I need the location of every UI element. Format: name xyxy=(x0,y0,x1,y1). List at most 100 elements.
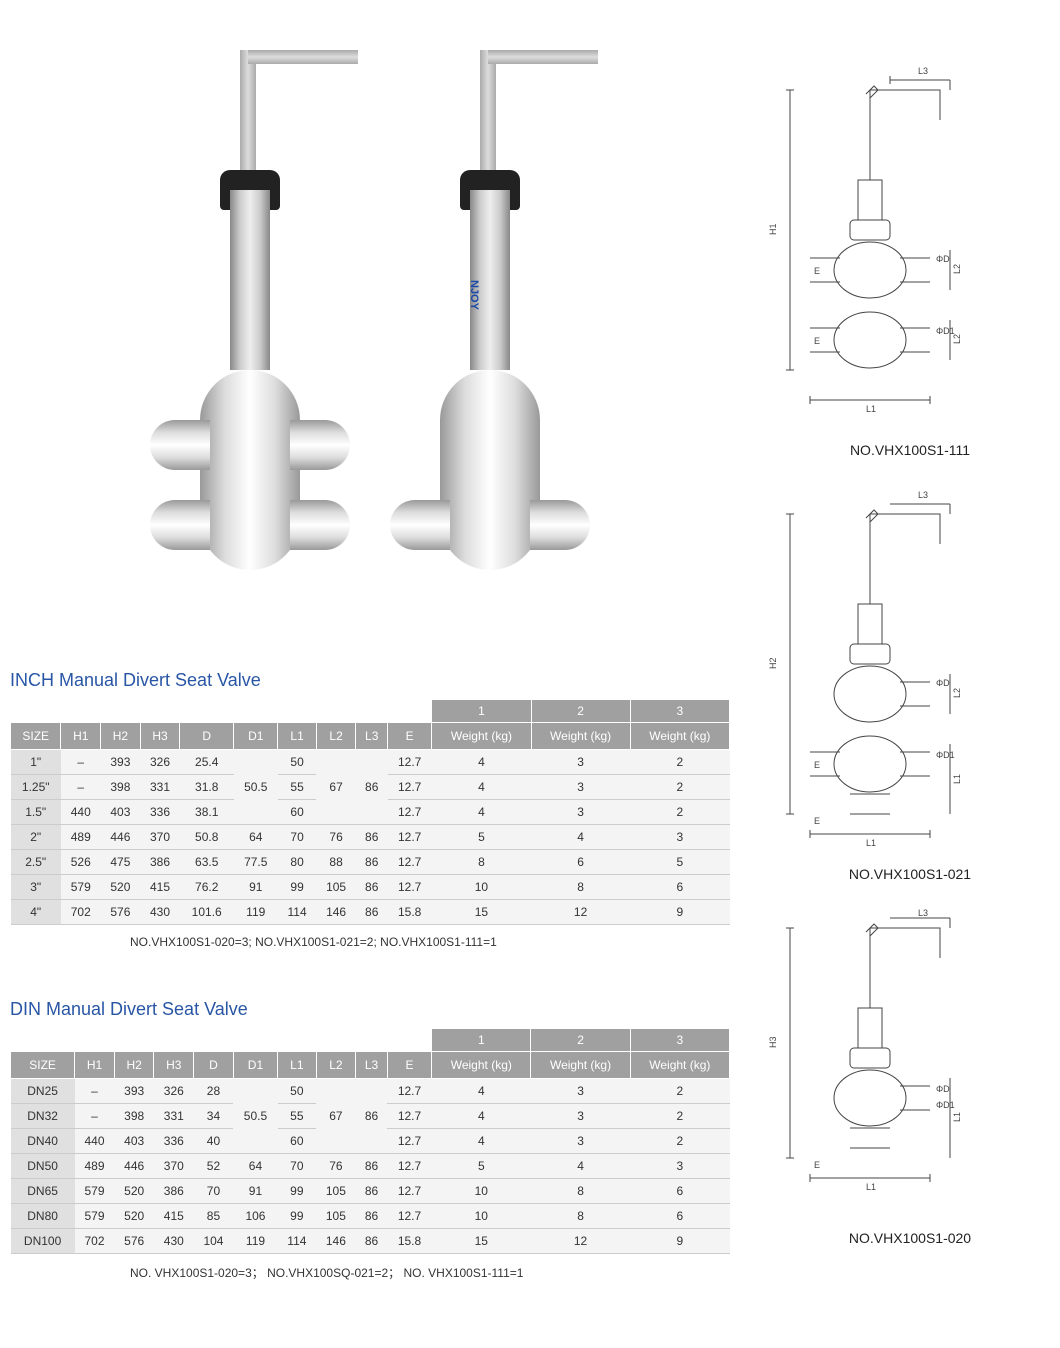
data-cell: 3 xyxy=(630,825,729,850)
inch-table-title: INCH Manual Divert Seat Valve xyxy=(10,670,261,691)
svg-text:H1: H1 xyxy=(768,223,778,235)
data-cell: 4 xyxy=(531,1154,630,1179)
svg-text:L1: L1 xyxy=(866,1182,876,1192)
data-cell: 28 xyxy=(194,1079,234,1104)
col-header: Weight (kg) xyxy=(432,723,531,750)
data-cell: 579 xyxy=(75,1179,115,1204)
data-cell: 86 xyxy=(356,1229,388,1254)
data-cell: 119 xyxy=(233,1229,277,1254)
col-header: H2 xyxy=(114,1052,154,1079)
data-cell: 86 xyxy=(356,850,388,875)
data-cell: 76 xyxy=(316,1154,356,1179)
data-cell: 34 xyxy=(194,1104,234,1129)
data-cell: 3 xyxy=(531,750,630,775)
diagram-111: H1 L3 L1 L2 L2 ΦD ΦD1 E E xyxy=(750,60,990,430)
size-cell: DN100 xyxy=(11,1229,75,1254)
col-header: H2 xyxy=(101,723,141,750)
data-cell: 9 xyxy=(630,900,729,925)
data-cell: 104 xyxy=(194,1229,234,1254)
data-cell: 76 xyxy=(316,825,356,850)
data-cell: 91 xyxy=(234,875,278,900)
data-cell: 6 xyxy=(531,850,630,875)
data-cell: 2 xyxy=(630,775,729,800)
data-cell: 10 xyxy=(432,1179,531,1204)
data-cell: 4 xyxy=(432,800,531,825)
data-cell: 8 xyxy=(531,1179,630,1204)
data-cell: 105 xyxy=(316,875,356,900)
col-header: L3 xyxy=(356,1052,388,1079)
size-cell: 4" xyxy=(11,900,61,925)
data-cell: 70 xyxy=(278,1154,316,1179)
din-table-section: DIN Manual Divert Seat Valve 123SIZEH1H2… xyxy=(10,999,730,1281)
data-cell: 114 xyxy=(278,1229,316,1254)
data-cell: 6 xyxy=(630,1179,729,1204)
data-cell: – xyxy=(61,750,101,775)
data-cell: 331 xyxy=(154,1104,194,1129)
col-header: D1 xyxy=(234,723,278,750)
data-cell: 88 xyxy=(316,850,356,875)
data-cell: 2 xyxy=(630,1129,729,1154)
data-cell: 9 xyxy=(630,1229,729,1254)
data-cell: 386 xyxy=(140,850,180,875)
col-header: L2 xyxy=(316,723,356,750)
svg-text:E: E xyxy=(814,336,820,346)
data-cell: – xyxy=(75,1079,115,1104)
col-header: L1 xyxy=(278,1052,316,1079)
data-cell: 99 xyxy=(278,875,316,900)
size-cell: DN32 xyxy=(11,1104,75,1129)
data-cell: 12.7 xyxy=(387,1204,431,1229)
data-cell: 3 xyxy=(531,800,630,825)
data-cell: 2 xyxy=(630,1079,729,1104)
svg-text:ΦD1: ΦD1 xyxy=(936,750,955,760)
data-cell: 50.8 xyxy=(180,825,234,850)
data-cell: 702 xyxy=(61,900,101,925)
data-cell: 105 xyxy=(316,1204,356,1229)
svg-text:E: E xyxy=(814,816,820,826)
svg-text:H2: H2 xyxy=(768,657,778,669)
data-cell: 415 xyxy=(154,1204,194,1229)
size-cell: 1" xyxy=(11,750,61,775)
data-cell: 38.1 xyxy=(180,800,234,825)
svg-text:E: E xyxy=(814,760,820,770)
data-cell: 3 xyxy=(531,1079,630,1104)
data-cell: 5 xyxy=(432,825,531,850)
size-cell: DN40 xyxy=(11,1129,75,1154)
data-cell: 12.7 xyxy=(388,850,432,875)
col-header: L1 xyxy=(278,723,316,750)
col-header: H1 xyxy=(61,723,101,750)
data-cell: 12 xyxy=(531,900,630,925)
data-cell: 86 xyxy=(356,1204,388,1229)
data-cell: 12.7 xyxy=(388,875,432,900)
col-header: H3 xyxy=(140,723,180,750)
data-cell: 12.7 xyxy=(387,1079,431,1104)
data-cell: 70 xyxy=(194,1179,234,1204)
data-cell: – xyxy=(75,1104,115,1129)
data-cell: 86 xyxy=(356,750,388,825)
data-cell: 8 xyxy=(432,850,531,875)
data-cell: 105 xyxy=(316,1179,356,1204)
col-header: H3 xyxy=(154,1052,194,1079)
data-cell: 403 xyxy=(114,1129,154,1154)
svg-text:L3: L3 xyxy=(918,908,928,918)
data-cell: 50 xyxy=(278,1079,316,1104)
data-cell: 86 xyxy=(356,875,388,900)
weight-col-num: 2 xyxy=(531,700,630,723)
data-cell: 3 xyxy=(531,1129,630,1154)
weight-col-num: 3 xyxy=(630,1029,729,1052)
weight-col-num: 1 xyxy=(432,1029,531,1052)
data-cell: 146 xyxy=(316,1229,356,1254)
data-cell: 326 xyxy=(154,1079,194,1104)
data-cell: 4 xyxy=(432,1104,531,1129)
svg-text:L2: L2 xyxy=(952,688,962,698)
data-cell: 12.7 xyxy=(388,750,432,775)
data-cell: 5 xyxy=(630,850,729,875)
size-cell: 1.25" xyxy=(11,775,61,800)
data-cell: 80 xyxy=(278,850,316,875)
data-cell: 8 xyxy=(531,1204,630,1229)
data-cell: 86 xyxy=(356,1154,388,1179)
svg-text:ΦD: ΦD xyxy=(936,1084,950,1094)
data-cell: – xyxy=(61,775,101,800)
data-cell: 2 xyxy=(630,800,729,825)
data-cell: 31.8 xyxy=(180,775,234,800)
valve-photo-left xyxy=(150,50,350,610)
